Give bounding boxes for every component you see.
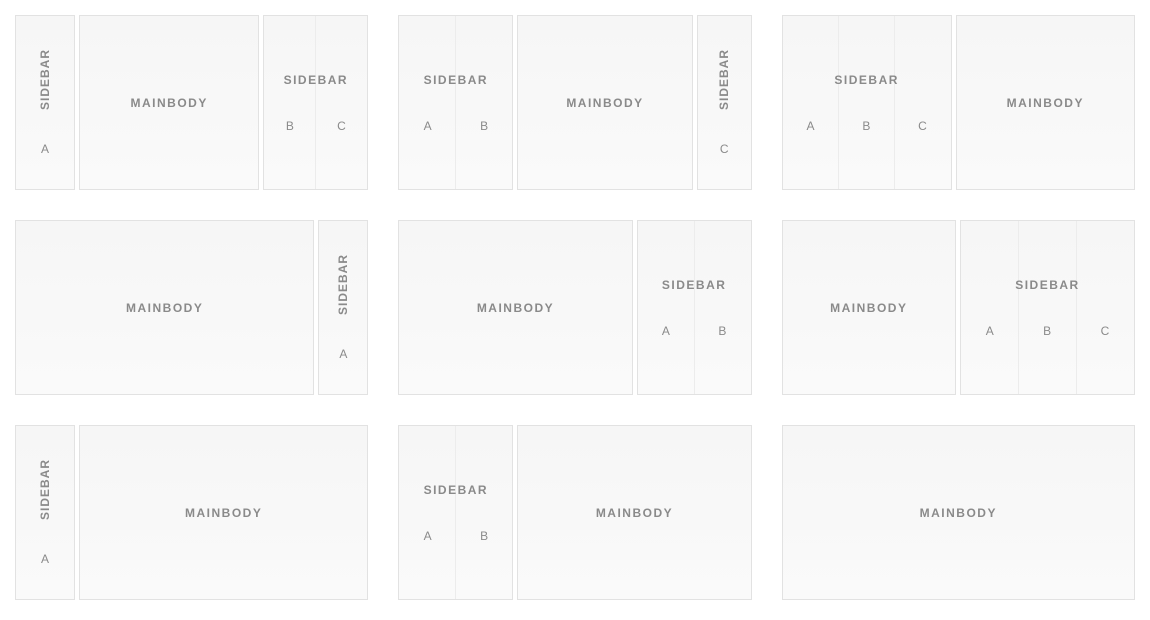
layout-2-3: MAINBODY SIDEBAR A B C: [782, 220, 1135, 395]
sidebar-label: SIDEBAR: [424, 73, 489, 87]
col-c-label: C: [720, 142, 729, 156]
mainbody-block: MAINBODY: [517, 15, 692, 190]
mainbody-block: MAINBODY: [782, 425, 1135, 600]
col-b-label: B: [862, 119, 870, 133]
mainbody-block: MAINBODY: [782, 220, 956, 395]
mainbody-label: MAINBODY: [566, 96, 643, 110]
sidebar-label: SIDEBAR: [662, 278, 727, 292]
sidebar-ab: SIDEBAR A B: [398, 15, 513, 190]
mainbody-block: MAINBODY: [398, 220, 632, 395]
col-b-label: B: [480, 119, 488, 133]
sidebar-c-vertical: SIDEBAR C: [697, 15, 752, 190]
col-b-label: B: [1043, 324, 1051, 338]
mainbody-block: MAINBODY: [79, 425, 368, 600]
mainbody-block: MAINBODY: [956, 15, 1135, 190]
col-c-label: C: [1101, 324, 1110, 338]
mainbody-label: MAINBODY: [185, 506, 262, 520]
sidebar-ab: SIDEBAR A B: [398, 425, 513, 600]
col-b-label: B: [480, 529, 488, 543]
sidebar-bc: SIDEBAR B C: [263, 15, 368, 190]
sidebar-label: SIDEBAR: [336, 254, 350, 315]
sidebar-label: SIDEBAR: [424, 483, 489, 497]
col-a-label: A: [41, 552, 49, 566]
mainbody-label: MAINBODY: [596, 506, 673, 520]
sidebar-abc: SIDEBAR A B C: [782, 15, 952, 190]
col-c-label: C: [337, 119, 346, 133]
layout-row-2: MAINBODY SIDEBAR A MAINBODY SIDEBAR A B …: [15, 220, 1135, 395]
sidebar-a-vertical: SIDEBAR A: [15, 425, 75, 600]
layout-1-2: SIDEBAR A B MAINBODY SIDEBAR C: [398, 15, 751, 190]
sidebar-label: SIDEBAR: [38, 459, 52, 520]
layout-row-3: SIDEBAR A MAINBODY SIDEBAR A B MAINBODY …: [15, 425, 1135, 600]
sidebar-label: SIDEBAR: [834, 73, 899, 87]
col-c-label: C: [918, 119, 927, 133]
layout-row-1: SIDEBAR A MAINBODY SIDEBAR B C SIDEBAR A: [15, 15, 1135, 190]
col-a-label: A: [662, 324, 670, 338]
sidebar-label: SIDEBAR: [1015, 278, 1080, 292]
sidebar-label: SIDEBAR: [717, 49, 731, 110]
layout-2-1: MAINBODY SIDEBAR A: [15, 220, 368, 395]
layout-3-3: MAINBODY: [782, 425, 1135, 600]
mainbody-block: MAINBODY: [79, 15, 259, 190]
mainbody-label: MAINBODY: [1007, 96, 1084, 110]
col-a-label: A: [339, 347, 347, 361]
sidebar-a-vertical: SIDEBAR A: [15, 15, 75, 190]
sidebar-label: SIDEBAR: [38, 49, 52, 110]
col-a-label: A: [424, 529, 432, 543]
mainbody-label: MAINBODY: [130, 96, 207, 110]
col-b-label: B: [286, 119, 294, 133]
mainbody-label: MAINBODY: [920, 506, 997, 520]
col-b-label: B: [718, 324, 726, 338]
layout-1-1: SIDEBAR A MAINBODY SIDEBAR B C: [15, 15, 368, 190]
layout-2-2: MAINBODY SIDEBAR A B: [398, 220, 751, 395]
col-a-label: A: [986, 324, 994, 338]
sidebar-label: SIDEBAR: [284, 73, 349, 87]
sidebar-abc: SIDEBAR A B C: [960, 220, 1135, 395]
layout-3-1: SIDEBAR A MAINBODY: [15, 425, 368, 600]
mainbody-block: MAINBODY: [517, 425, 751, 600]
col-a-label: A: [41, 142, 49, 156]
mainbody-label: MAINBODY: [830, 301, 907, 315]
mainbody-label: MAINBODY: [126, 301, 203, 315]
col-a-label: A: [807, 119, 815, 133]
sidebar-a-vertical: SIDEBAR A: [318, 220, 368, 395]
mainbody-block: MAINBODY: [15, 220, 314, 395]
mainbody-label: MAINBODY: [477, 301, 554, 315]
layout-3-2: SIDEBAR A B MAINBODY: [398, 425, 751, 600]
layout-1-3: SIDEBAR A B C MAINBODY: [782, 15, 1135, 190]
col-a-label: A: [424, 119, 432, 133]
sidebar-ab: SIDEBAR A B: [637, 220, 752, 395]
